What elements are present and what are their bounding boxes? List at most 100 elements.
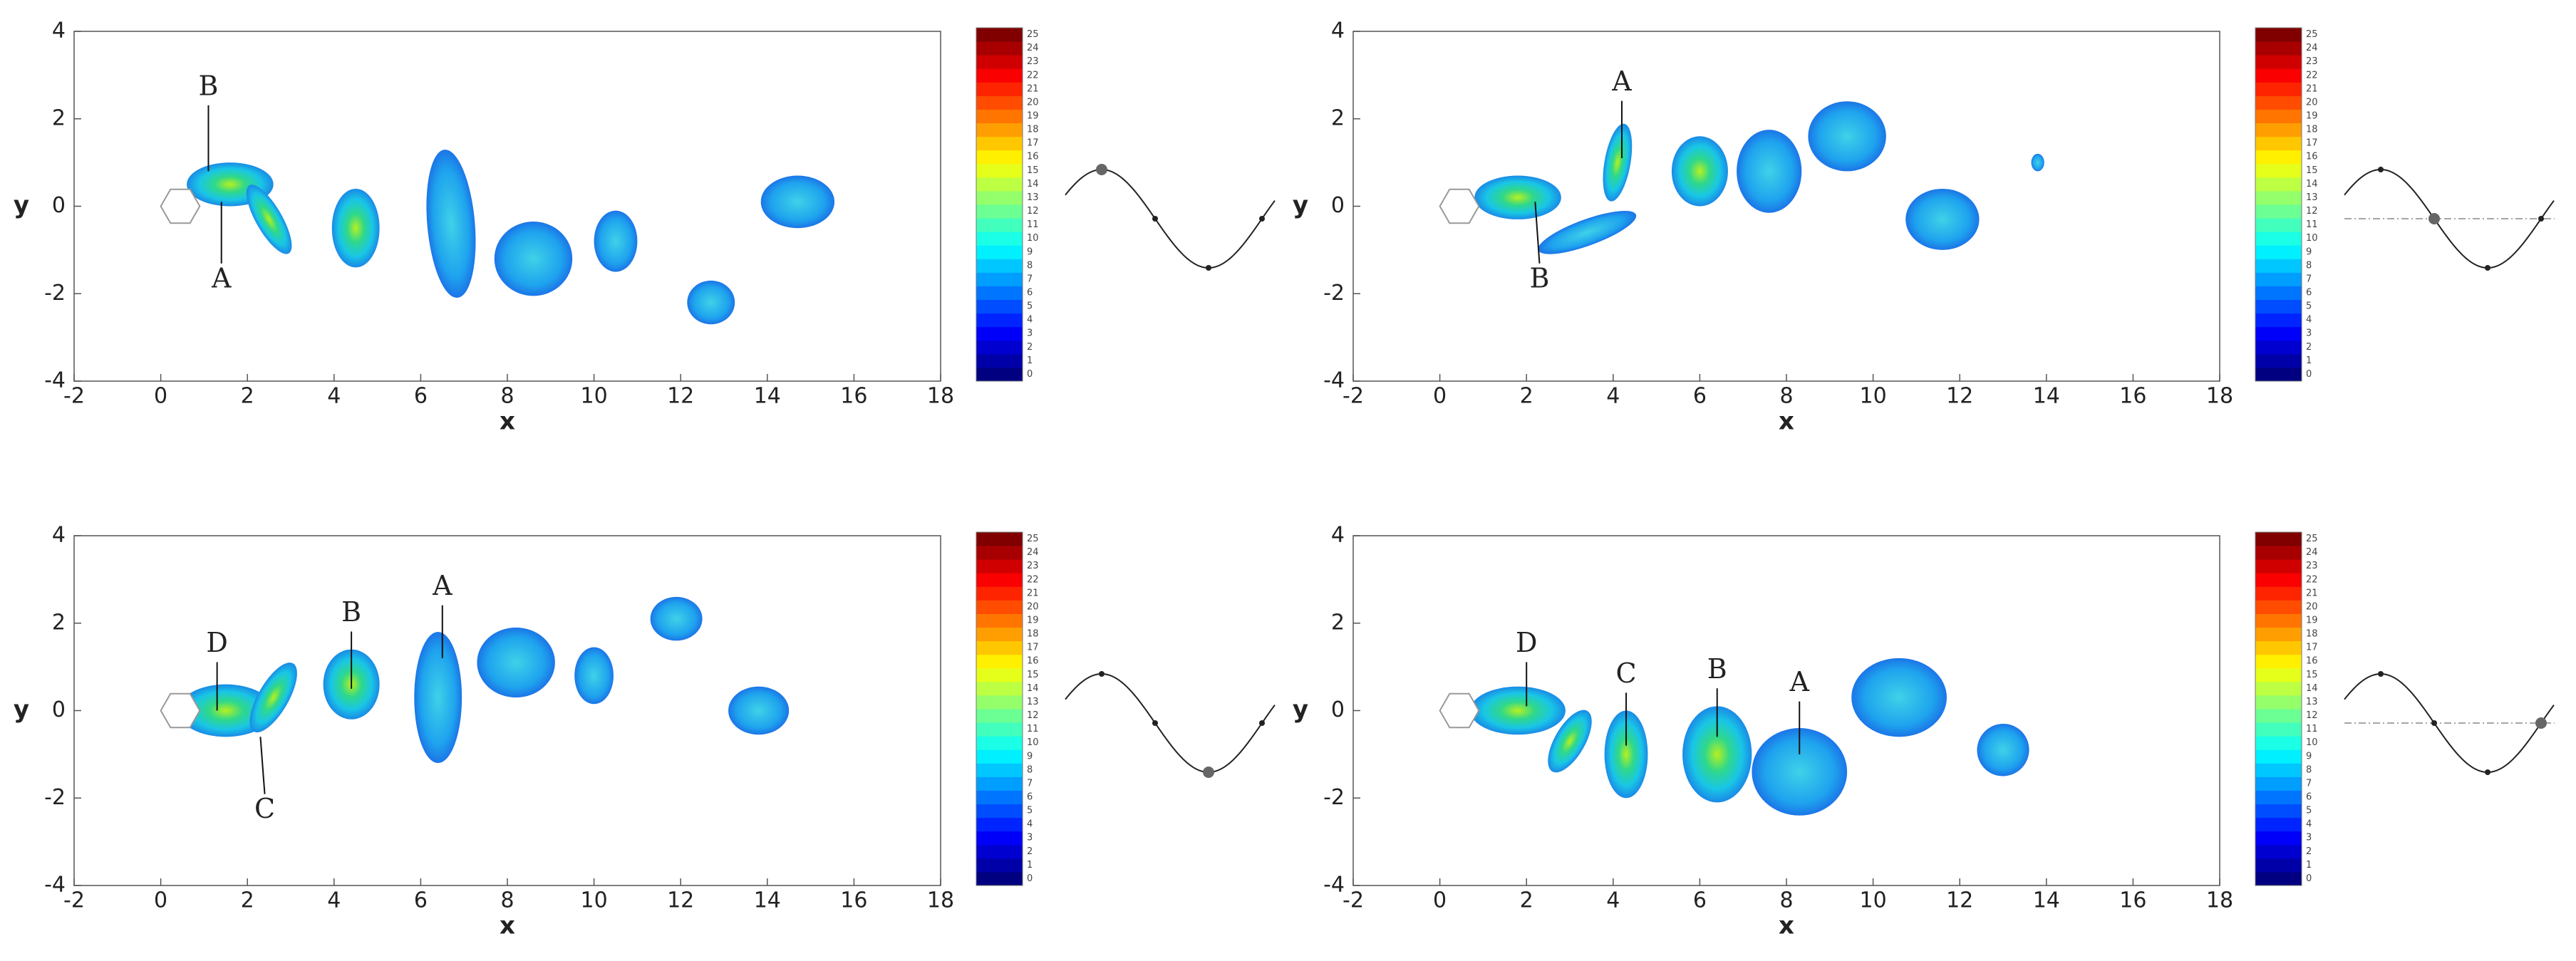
colorbar-band xyxy=(976,204,1023,219)
annotation-pointer xyxy=(1534,202,1541,264)
colorbar-band xyxy=(2255,722,2302,737)
colorbar-tick-label: 15 xyxy=(1027,165,1039,176)
vortex xyxy=(1470,686,1566,735)
colorbar-tick-label: 16 xyxy=(1027,656,1039,667)
colorbar-band xyxy=(976,299,1023,314)
colorbar-tick-label: 23 xyxy=(1027,561,1039,571)
vortex xyxy=(1851,658,1947,737)
y-axis-label: y xyxy=(1293,695,1308,724)
vortex xyxy=(477,627,555,698)
colorbar-tick-label: 4 xyxy=(2306,819,2312,830)
x-tick-label: 0 xyxy=(1433,888,1447,913)
annotation: B xyxy=(199,70,219,101)
colorbar-tick-label: 14 xyxy=(2306,683,2318,694)
colorbar-tick-label: 9 xyxy=(1027,751,1033,762)
colorbar-tick-label: 20 xyxy=(2306,97,2318,108)
colorbar-band xyxy=(976,95,1023,110)
colorbar-tick-label: 6 xyxy=(1027,792,1033,803)
colorbar-tick-label: 1 xyxy=(2306,860,2312,871)
colorbar-band xyxy=(976,532,1023,546)
phase-curve xyxy=(1065,168,1276,269)
y-tick-label: 0 xyxy=(52,193,66,218)
x-tick-label: 18 xyxy=(2206,384,2233,409)
colorbar-tick-label: 8 xyxy=(2306,260,2312,271)
colorbar-tick-label: 0 xyxy=(1027,369,1033,380)
colorbar-tick-label: 6 xyxy=(1027,288,1033,298)
x-tick-label: 18 xyxy=(927,384,954,409)
annotation: A xyxy=(432,570,452,601)
x-tick-label: 8 xyxy=(1779,888,1793,913)
y-axis-label: y xyxy=(14,191,29,219)
colorbar-band xyxy=(2255,286,2302,301)
colorbar-tick-label: 8 xyxy=(2306,764,2312,775)
colorbar-tick-label: 9 xyxy=(2306,751,2312,762)
colorbar-band xyxy=(976,559,1023,573)
colorbar-tick-label: 20 xyxy=(2306,601,2318,612)
colorbar-tick-label: 19 xyxy=(1027,615,1039,626)
phase-marker xyxy=(1259,216,1265,222)
x-tick-label: 10 xyxy=(581,384,608,409)
colorbar-tick-label: 9 xyxy=(2306,246,2312,257)
colorbar-band xyxy=(2255,313,2302,328)
x-tick-label: -2 xyxy=(1343,384,1364,409)
colorbar-tick-label: 7 xyxy=(1027,274,1033,284)
colorbar-band xyxy=(976,871,1023,886)
colorbar-band xyxy=(976,245,1023,259)
colorbar-band xyxy=(976,844,1023,859)
x-tick-label: 4 xyxy=(327,384,341,409)
y-tick-label: -4 xyxy=(44,368,66,393)
x-axis-label: x xyxy=(500,407,515,436)
x-tick-label: 16 xyxy=(840,384,867,409)
colorbar-band xyxy=(976,640,1023,655)
colorbar-band xyxy=(976,695,1023,710)
colorbar-band xyxy=(2255,559,2302,573)
colorbar-tick-label: 16 xyxy=(2306,152,2318,162)
colorbar-tick-label: 2 xyxy=(2306,342,2312,353)
colorbar-band xyxy=(2255,681,2302,696)
colorbar-band xyxy=(2255,573,2302,587)
vortex xyxy=(687,280,735,325)
colorbar-tick-label: 23 xyxy=(2306,561,2318,571)
x-tick-label: 12 xyxy=(1946,384,1973,409)
colorbar-tick-label: 11 xyxy=(1027,724,1039,734)
y-tick-label: 2 xyxy=(1331,105,1345,130)
vortex xyxy=(728,686,790,735)
colorbar-tick-label: 25 xyxy=(2306,534,2318,544)
colorbar-band xyxy=(976,82,1023,96)
colorbar-band xyxy=(2255,627,2302,642)
vortex xyxy=(1905,188,1980,250)
x-tick-label: 16 xyxy=(2119,384,2146,409)
colorbar-tick-label: 22 xyxy=(1027,70,1039,80)
colorbar-tick-label: 23 xyxy=(1027,56,1039,67)
colorbar-tick-label: 3 xyxy=(2306,328,2312,339)
cylinder xyxy=(160,692,201,729)
x-tick-label: 8 xyxy=(500,384,514,409)
colorbar-tick-label: 12 xyxy=(2306,710,2318,721)
x-tick-label: 10 xyxy=(581,888,608,913)
colorbar-tick-label: 16 xyxy=(1027,152,1039,162)
colorbar-band xyxy=(2255,640,2302,655)
colorbar-tick-label: 8 xyxy=(1027,764,1033,775)
cylinder xyxy=(1439,188,1480,224)
colorbar-tick-label: 7 xyxy=(2306,274,2312,284)
colorbar-band xyxy=(2255,749,2302,764)
colorbar-band xyxy=(2255,790,2302,805)
vortex xyxy=(1737,130,1802,213)
colorbar-band xyxy=(2255,736,2302,750)
colorbar-tick-label: 17 xyxy=(2306,643,2318,653)
x-tick-label: 6 xyxy=(1693,384,1707,409)
x-tick-label: 12 xyxy=(667,888,694,913)
colorbar-tick-label: 13 xyxy=(1027,192,1039,203)
colorbar-tick-label: 10 xyxy=(2306,233,2318,244)
annotation: B xyxy=(1529,262,1549,294)
colorbar-band xyxy=(976,831,1023,846)
colorbar-tick-label: 21 xyxy=(2306,588,2318,598)
colorbar-tick-label: 5 xyxy=(2306,301,2312,312)
y-tick-label: -2 xyxy=(1323,785,1345,810)
vortex xyxy=(594,210,638,272)
colorbar-tick-label: 15 xyxy=(2306,165,2318,176)
phase-marker xyxy=(2485,769,2490,775)
annotation: A xyxy=(1789,666,1810,697)
vortex xyxy=(1752,728,1848,816)
colorbar-band xyxy=(2255,326,2302,341)
